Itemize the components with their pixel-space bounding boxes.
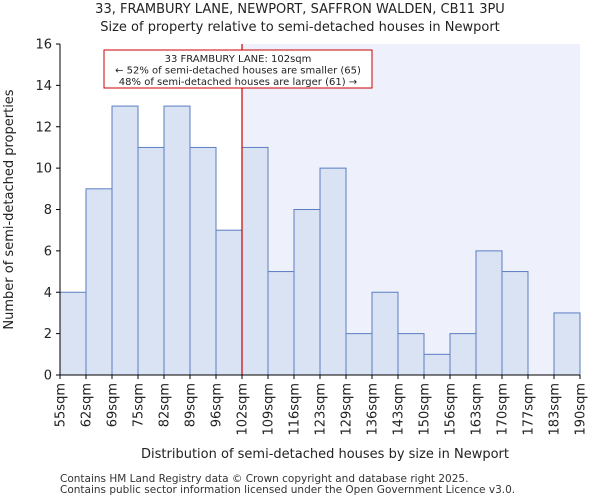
y-axis-title: Number of semi-detached properties — [2, 89, 17, 329]
x-tick-label: 163sqm — [470, 383, 485, 436]
bar — [137, 146, 165, 376]
x-tick-label: 75sqm — [132, 383, 147, 427]
bar — [397, 333, 425, 376]
bar — [215, 229, 243, 376]
y-tick-label: 16 — [35, 38, 52, 53]
x-tick-label: 143sqm — [392, 383, 407, 436]
x-tick-label: 136sqm — [366, 383, 381, 436]
chart-subtitle: Size of property relative to semi-detach… — [100, 20, 500, 35]
x-tick-label: 109sqm — [262, 383, 277, 436]
bar — [319, 167, 347, 376]
annotation-line-3: 48% of semi-detached houses are larger (… — [119, 77, 357, 88]
x-tick-label: 102sqm — [236, 383, 251, 436]
y-tick-label: 6 — [44, 244, 52, 259]
x-tick-label: 129sqm — [340, 383, 355, 436]
bar — [267, 271, 295, 376]
bar — [501, 271, 529, 376]
bar — [449, 333, 477, 376]
x-tick-label: 89sqm — [184, 383, 199, 427]
bar — [111, 105, 139, 376]
bar — [163, 105, 191, 376]
bar — [371, 291, 399, 376]
bar — [59, 291, 87, 376]
bar — [293, 209, 321, 376]
x-tick-label: 69sqm — [106, 383, 121, 427]
x-tick-label: 123sqm — [314, 383, 329, 436]
y-tick-label: 14 — [35, 79, 52, 94]
bar — [475, 250, 503, 376]
y-tick-label: 2 — [44, 327, 52, 342]
bar — [85, 188, 113, 376]
x-tick-label: 62sqm — [80, 383, 95, 427]
x-tick-label: 116sqm — [288, 383, 303, 436]
x-tick-label: 82sqm — [158, 383, 173, 427]
x-axis-title: Distribution of semi-detached houses by … — [141, 447, 509, 462]
annotation-line-2: ← 52% of semi-detached houses are smalle… — [115, 66, 361, 77]
y-tick-label: 10 — [35, 162, 52, 177]
footer-copyright: Contains HM Land Registry data © Crown c… — [60, 473, 469, 485]
annotation-box — [103, 49, 373, 89]
chart-title: 33, FRAMBURY LANE, NEWPORT, SAFFRON WALD… — [95, 2, 505, 17]
annotation-line-1: 33 FRAMBURY LANE: 102sqm — [165, 54, 312, 65]
bar — [553, 312, 581, 376]
footer-licence: Contains public sector information licen… — [60, 484, 516, 496]
x-tick-label: 55sqm — [54, 383, 69, 427]
y-tick-label: 12 — [35, 120, 52, 135]
x-tick-label: 177sqm — [522, 383, 537, 436]
bar — [423, 353, 451, 376]
x-tick-label: 96sqm — [210, 383, 225, 427]
y-tick-label: 4 — [44, 286, 52, 301]
x-tick-label: 150sqm — [418, 383, 433, 436]
x-tick-label: 170sqm — [496, 383, 511, 436]
bar — [241, 146, 269, 376]
y-tick-label: 0 — [44, 369, 52, 384]
bar — [345, 333, 373, 376]
x-tick-label: 190sqm — [574, 383, 589, 436]
y-tick-label: 8 — [44, 203, 52, 218]
bar — [189, 146, 217, 376]
x-tick-label: 183sqm — [548, 383, 563, 436]
x-tick-label: 156sqm — [444, 383, 459, 436]
